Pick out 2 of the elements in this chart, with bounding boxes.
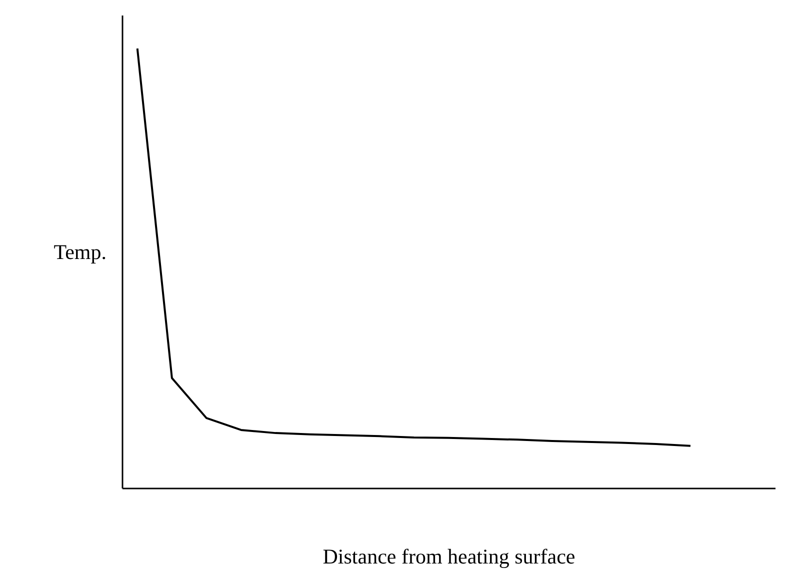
y-axis-title: Temp. — [54, 240, 107, 264]
x-axis-title: Distance from heating surface — [322, 544, 576, 568]
